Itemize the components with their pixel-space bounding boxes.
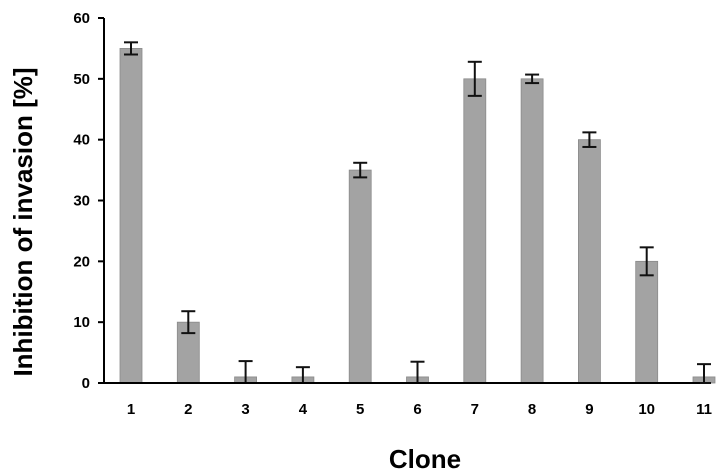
error-bar-clone-10 bbox=[639, 246, 654, 277]
x-tick-label: 6 bbox=[413, 401, 421, 418]
x-tick-label: 9 bbox=[585, 401, 593, 418]
y-tick-label: 50 bbox=[73, 71, 90, 88]
bar-clone-8 bbox=[520, 78, 544, 384]
y-tick-label: 30 bbox=[73, 193, 90, 210]
bar-clone-10 bbox=[635, 260, 659, 384]
bar-clone-7 bbox=[463, 78, 487, 384]
error-bar-clone-2 bbox=[181, 310, 196, 335]
error-bar-clone-8 bbox=[525, 73, 540, 85]
y-tick-label: 20 bbox=[73, 253, 90, 270]
error-bar-clone-5 bbox=[353, 161, 368, 179]
x-tick-label: 2 bbox=[184, 401, 192, 418]
x-tick-label: 5 bbox=[356, 401, 364, 418]
y-tick-label: 60 bbox=[73, 10, 90, 27]
x-ticks: 1 2 3 4 5 6 7 8 9 10 11 bbox=[127, 401, 712, 418]
x-tick-label: 4 bbox=[299, 401, 308, 418]
y-tick-label: 10 bbox=[73, 314, 90, 331]
x-tick-label: 10 bbox=[638, 401, 655, 418]
bar-clone-1 bbox=[119, 48, 143, 384]
bars-layer bbox=[119, 48, 716, 384]
bar-clone-9 bbox=[578, 139, 601, 384]
error-bar-clone-9 bbox=[582, 131, 597, 148]
x-tick-label: 7 bbox=[471, 401, 479, 418]
y-tick-label: 0 bbox=[82, 375, 90, 392]
error-bars-layer bbox=[124, 41, 711, 384]
bar-clone-5 bbox=[348, 169, 372, 384]
x-tick-label: 11 bbox=[696, 401, 712, 418]
y-ticks: 0 10 20 30 40 50 60 bbox=[73, 10, 104, 392]
y-axis-label: Inhibition of invasion [%] bbox=[8, 67, 38, 376]
x-tick-label: 3 bbox=[241, 401, 249, 418]
x-tick-label: 8 bbox=[528, 401, 536, 418]
x-axis-label: Clone bbox=[389, 444, 461, 472]
error-bar-clone-7 bbox=[467, 60, 482, 97]
x-tick-label: 1 bbox=[127, 401, 135, 418]
error-bar-clone-1 bbox=[124, 41, 138, 56]
y-tick-label: 40 bbox=[73, 132, 90, 149]
